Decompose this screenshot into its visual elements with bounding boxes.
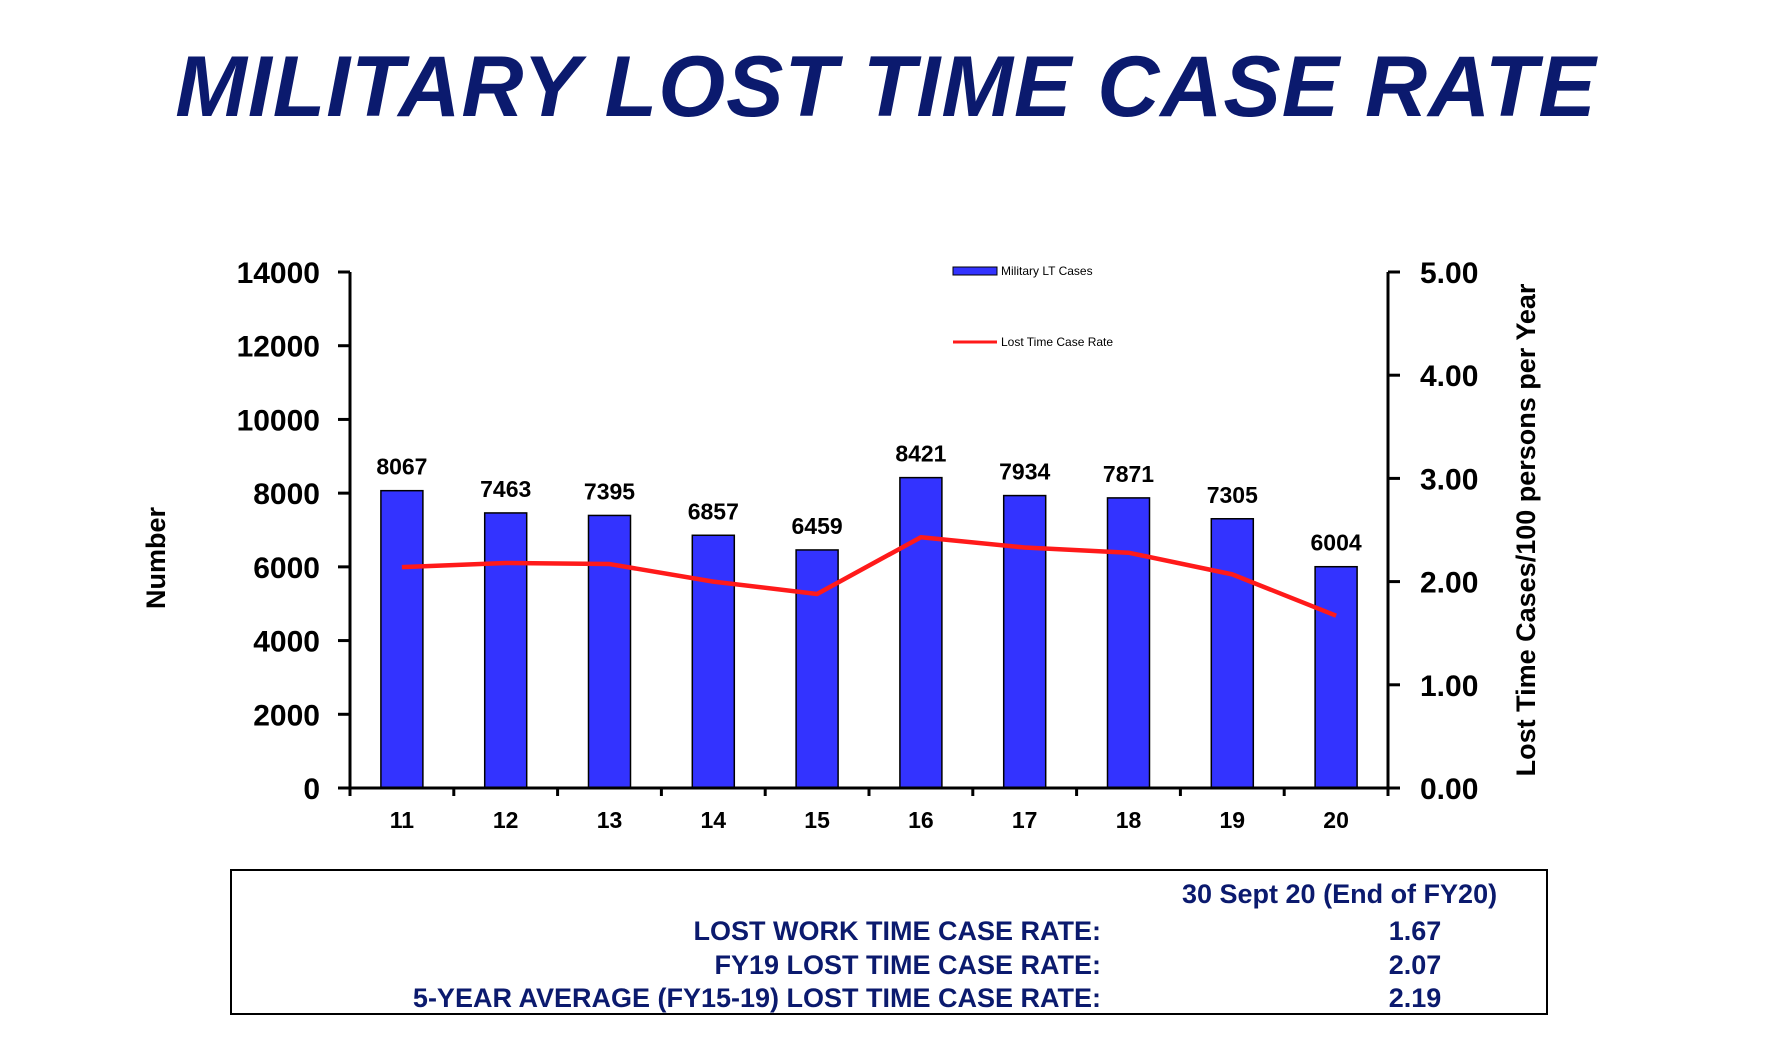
bar-data-label: 6857 (688, 498, 739, 524)
rate-line (401, 534, 1337, 618)
x-tick-label: 16 (908, 807, 934, 833)
y2-tick-label: 0.00 (1420, 773, 1478, 806)
x-tick-label: 12 (493, 807, 519, 833)
bar (1106, 497, 1151, 789)
summary-label: LOST WORK TIME CASE RATE: (693, 916, 1101, 946)
page-title: MILITARY LOST TIME CASE RATE (175, 39, 1597, 135)
legend-swatch-bars (952, 266, 998, 276)
y2-tick-label: 2.00 (1420, 567, 1478, 600)
y2-tick-label: 5.00 (1420, 257, 1478, 290)
y-tick-label: 0 (303, 773, 320, 806)
y-tick-label: 10000 (237, 404, 320, 437)
summary-label: FY19 LOST TIME CASE RATE: (714, 950, 1101, 980)
x-tick-label: 19 (1220, 807, 1246, 833)
y-tick-label: 14000 (237, 257, 320, 290)
x-tick-label: 20 (1323, 807, 1349, 833)
bar-data-label: 6004 (1311, 530, 1362, 556)
y2-axis-title: Lost Time Cases/100 persons per Year (1511, 283, 1541, 776)
legend-label-bars: Military LT Cases (1001, 264, 1093, 278)
bar-data-label: 7395 (584, 478, 635, 504)
bar-data-label: 8421 (895, 441, 946, 467)
bar-data-label: 7934 (999, 459, 1050, 485)
bar-data-label: 8067 (376, 454, 427, 480)
y2-tick-label: 1.00 (1420, 670, 1478, 703)
x-tick-label: 11 (390, 807, 415, 833)
summary-box: 30 Sept 20 (End of FY20) LOST WORK TIME … (230, 869, 1548, 1015)
bar (483, 512, 528, 789)
y-tick-label: 4000 (253, 626, 320, 659)
summary-label: 5-YEAR AVERAGE (FY15-19) LOST TIME CASE … (412, 983, 1101, 1013)
bar (795, 549, 839, 789)
bar (1002, 494, 1047, 789)
x-tick-label: 18 (1116, 807, 1142, 833)
y-axis-title: Number (141, 507, 171, 610)
summary-row: FY19 LOST TIME CASE RATE: 2.07 (232, 950, 1546, 984)
x-tick-label: 17 (1012, 807, 1038, 833)
combo-chart: 8067 11 7463 12 7395 13 6857 14 6459 15 8421 16 7934… (141, 257, 1541, 833)
x-tick-label: 15 (804, 807, 830, 833)
summary-value: 2.07 (1388, 950, 1442, 980)
y-tick-label: 12000 (237, 331, 320, 364)
y2-tick-label: 4.00 (1420, 360, 1478, 393)
bar (899, 476, 943, 789)
summary-header: 30 Sept 20 (End of FY20) (1182, 879, 1498, 909)
summary-value: 2.19 (1388, 983, 1442, 1013)
bar-data-label: 7871 (1103, 461, 1154, 487)
summary-row: 5-YEAR AVERAGE (FY15-19) LOST TIME CASE … (232, 983, 1546, 1017)
summary-row: LOST WORK TIME CASE RATE: 1.67 (232, 916, 1546, 950)
x-tick-label: 13 (597, 807, 623, 833)
bar (1314, 565, 1358, 789)
y2-tick-label: 3.00 (1420, 463, 1478, 496)
x-tick-label: 14 (701, 807, 727, 833)
bar-data-label: 7305 (1207, 482, 1258, 508)
bar (691, 534, 736, 789)
bar-data-label: 6459 (792, 513, 843, 539)
bar (1210, 518, 1255, 789)
bar (587, 514, 632, 789)
y-tick-label: 8000 (253, 478, 320, 511)
y-tick-label: 6000 (253, 552, 320, 585)
bar-data-label: 7463 (480, 476, 531, 502)
summary-value: 1.67 (1388, 916, 1442, 946)
legend-label-line: Lost Time Case Rate (1001, 335, 1113, 349)
bar (380, 489, 424, 789)
y-tick-label: 2000 (253, 699, 320, 732)
